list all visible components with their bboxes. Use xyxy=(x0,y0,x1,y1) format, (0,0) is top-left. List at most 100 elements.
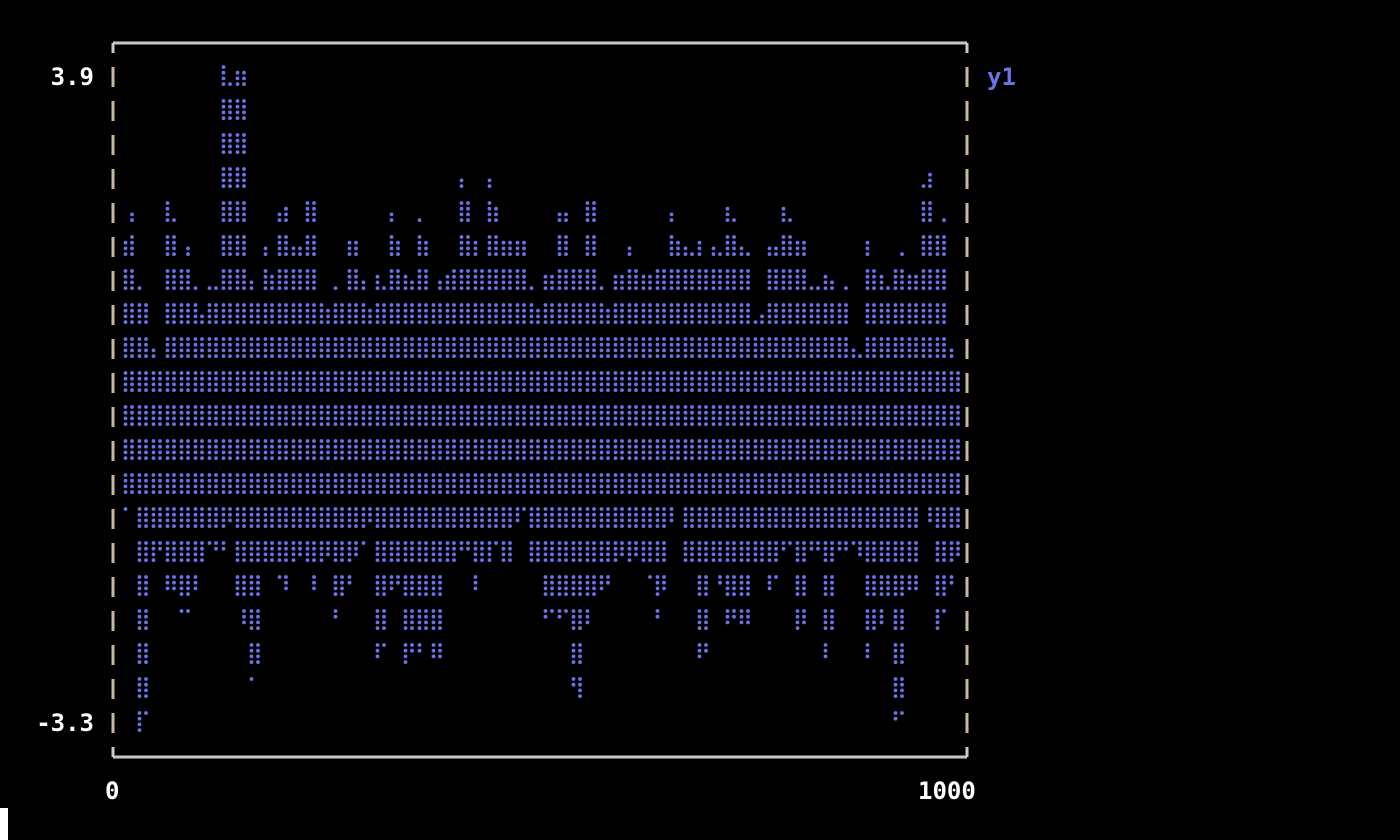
braille-dot xyxy=(445,422,450,426)
braille-dot xyxy=(690,484,694,489)
braille-dot xyxy=(333,388,338,392)
braille-dot xyxy=(830,626,834,630)
braille-dot xyxy=(221,473,226,477)
braille-dot xyxy=(893,405,898,409)
braille-dot xyxy=(417,592,422,596)
braille-dot xyxy=(634,314,638,319)
braille-dot xyxy=(704,274,708,279)
braille-dot xyxy=(305,201,310,205)
braille-dot xyxy=(382,643,386,647)
braille-dot xyxy=(466,524,470,528)
braille-dot xyxy=(676,473,680,477)
braille-dot xyxy=(459,484,464,489)
braille-dot xyxy=(242,110,246,115)
braille-dot xyxy=(249,507,254,511)
braille-dot xyxy=(179,592,184,596)
braille-dot xyxy=(620,314,624,319)
braille-dot xyxy=(599,518,604,523)
braille-dot xyxy=(767,320,772,324)
braille-dot xyxy=(522,274,526,279)
braille-dot xyxy=(900,614,904,619)
braille-dot xyxy=(312,252,316,256)
braille-dot xyxy=(172,280,176,285)
braille-dot xyxy=(893,280,898,285)
braille-dot xyxy=(165,337,170,341)
braille-dot xyxy=(452,371,456,375)
braille-dot xyxy=(123,303,128,307)
braille-dot xyxy=(466,546,470,551)
braille-dot xyxy=(697,354,702,358)
braille-dot xyxy=(760,405,764,409)
braille-dot xyxy=(235,524,240,528)
braille-dot xyxy=(326,314,330,319)
braille-dot xyxy=(445,320,450,324)
braille-dot xyxy=(501,439,506,443)
braille-dot xyxy=(774,286,778,290)
braille-dot xyxy=(669,235,674,239)
braille-dot xyxy=(130,314,134,319)
braille-dot xyxy=(641,337,646,341)
braille-dot xyxy=(725,552,730,557)
braille-dot xyxy=(725,416,730,421)
braille-dot xyxy=(263,252,268,256)
braille-dot xyxy=(445,524,450,528)
braille-dot xyxy=(235,252,240,256)
braille-dot xyxy=(172,546,176,551)
braille-dot xyxy=(760,410,764,415)
braille-dot xyxy=(592,286,596,290)
braille-dot xyxy=(270,518,274,523)
braille-dot xyxy=(172,552,176,557)
braille-dot xyxy=(396,518,400,523)
braille-dot xyxy=(851,473,856,477)
braille-dot xyxy=(340,416,344,421)
braille-dot xyxy=(900,541,904,545)
braille-dot xyxy=(501,524,506,528)
braille-dot xyxy=(193,456,198,460)
braille-dot xyxy=(256,643,260,647)
braille-dot xyxy=(739,274,744,279)
braille-dot xyxy=(375,348,380,353)
line-mark-bin xyxy=(235,70,246,625)
braille-dot xyxy=(578,694,582,698)
braille-dot xyxy=(781,218,786,223)
braille-dot xyxy=(487,507,492,511)
braille-dot xyxy=(123,342,128,347)
braille-dot xyxy=(578,626,582,630)
braille-dot xyxy=(354,450,358,455)
braille-dot xyxy=(270,348,274,353)
braille-dot xyxy=(144,512,148,517)
braille-dot xyxy=(242,450,246,455)
braille-dot xyxy=(564,450,568,455)
braille-dot xyxy=(900,439,904,443)
braille-dot xyxy=(676,444,680,449)
braille-dot xyxy=(739,348,744,353)
braille-dot xyxy=(228,82,232,86)
braille-dot xyxy=(592,473,596,477)
braille-dot xyxy=(438,410,442,415)
braille-dot xyxy=(543,337,548,341)
braille-dot xyxy=(333,524,338,528)
braille-dot xyxy=(375,439,380,443)
braille-dot xyxy=(137,450,142,455)
braille-dot xyxy=(186,558,190,562)
braille-dot xyxy=(907,342,912,347)
braille-dot xyxy=(312,201,316,205)
braille-dot xyxy=(375,518,380,523)
braille-dot xyxy=(767,422,772,426)
braille-dot xyxy=(935,382,940,387)
braille-dot xyxy=(921,473,926,477)
braille-dot xyxy=(725,280,730,285)
braille-dot xyxy=(578,688,582,693)
braille-dot xyxy=(200,416,204,421)
braille-dot xyxy=(872,518,876,523)
braille-dot xyxy=(592,354,596,358)
braille-dot xyxy=(809,348,814,353)
braille-dot xyxy=(606,308,610,313)
braille-dot xyxy=(242,580,246,585)
braille-dot xyxy=(221,65,226,69)
braille-dot xyxy=(935,507,940,511)
braille-dot xyxy=(186,308,190,313)
braille-dot xyxy=(417,382,422,387)
braille-dot xyxy=(928,172,932,177)
braille-dot xyxy=(550,518,554,523)
